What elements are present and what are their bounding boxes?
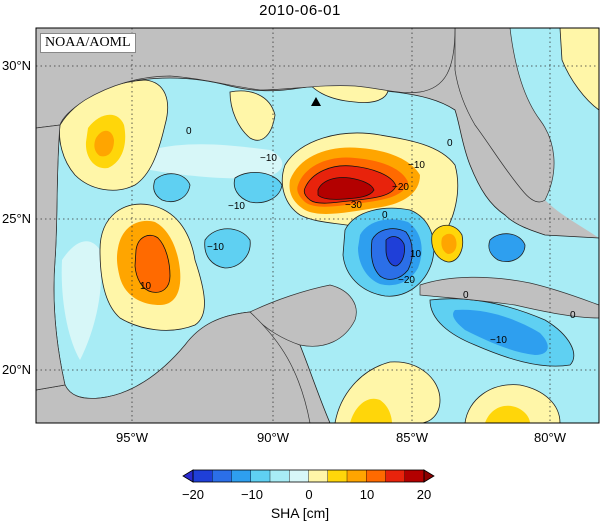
lon-label: 85°W [396,430,429,445]
contour-label: 10 [140,281,152,292]
map-frame [35,27,600,424]
colorbar-swatch [250,470,271,482]
land-north-coast [36,28,456,129]
sha-loop-peak [317,177,375,200]
contour-label: −10 [490,335,507,346]
land-central-america [36,311,311,423]
contour-labels: 0 0 0 −10 −10 −10 10 −10 −30 −20 10 −20 … [140,126,576,346]
sha-low-central [204,228,251,269]
sha-low-north-b [153,173,191,202]
contour-label: −20 [398,275,415,286]
land-cuba [419,276,599,319]
sha-high-caribbean-w-core [350,398,392,423]
land-mexico-west [36,124,66,391]
lon-label: 80°W [534,430,567,445]
colorbar-swatch [366,470,386,482]
contour-label: 10 [410,249,422,260]
sha-high-north [229,90,276,141]
lon-label: 90°W [257,430,290,445]
sha-high-small-core [441,233,457,254]
lat-label: 20°N [2,362,31,377]
lat-label: 25°N [2,211,31,226]
colorbar-swatch [193,470,213,482]
colorbar-label: SHA [cm] [270,505,330,521]
lon-label: 95°W [116,430,149,445]
colorbar-swatch [327,470,348,482]
sha-low-north-a [233,171,283,204]
colorbar-tick: 0 [305,487,312,502]
colorbar-tick: 20 [417,487,431,502]
sha-high-nw-peak [94,130,114,157]
contour-label: 0 [447,138,453,149]
contour-label: 0 [186,126,192,137]
colorbar-ticks: −20 −10 0 10 20 [182,487,431,502]
colorbar-swatch [270,470,290,482]
land-florida [454,28,555,203]
colorbar-tick: −10 [241,487,263,502]
contour-label: −10 [408,160,425,171]
map-area [36,28,599,423]
contour-label: 0 [570,310,576,321]
credit-label: NOAA/AOML [40,33,136,53]
colorbar-swatch [347,470,367,482]
colorbar-swatch [308,470,329,482]
contour-label: 0 [382,210,388,221]
colorbar-swatch [385,470,406,482]
light-band-west [61,241,102,360]
station-marker [311,97,321,106]
contour-label: −20 [392,182,409,193]
colorbar-swatch [231,470,252,482]
contour-label: −30 [345,200,362,211]
colorbar-swatch [289,470,309,482]
contour-label: 0 [463,290,469,301]
colorbar-min-arrow [182,469,194,483]
sha-low-bahamas [488,233,526,262]
colorbar-max-arrow [423,469,435,483]
sha-low-east-core [385,236,405,267]
contour-label: −10 [228,201,245,212]
sha-low-straits-core [453,309,548,355]
lat-labels: 30°N 25°N 20°N [2,58,31,377]
sha-west-red [134,234,171,293]
sha-high-caribbean-e-core [485,405,530,423]
graticule [36,28,599,423]
lat-label: 30°N [2,58,31,73]
colorbar-tick: 10 [360,487,374,502]
land-yucatan [249,284,357,347]
colorbar-swatch [404,470,425,482]
light-band-north [150,144,283,179]
colorbar-swatch [212,470,232,482]
colorbar [182,469,435,483]
contour-label: −10 [260,153,277,164]
sha-high-caribbean-e [464,384,561,423]
lon-labels: 95°W 90°W 85°W 80°W [116,430,567,445]
colorbar-tick: −20 [182,487,204,502]
map-title: 2010-06-01 [259,2,341,19]
contour-label: −10 [207,242,224,253]
